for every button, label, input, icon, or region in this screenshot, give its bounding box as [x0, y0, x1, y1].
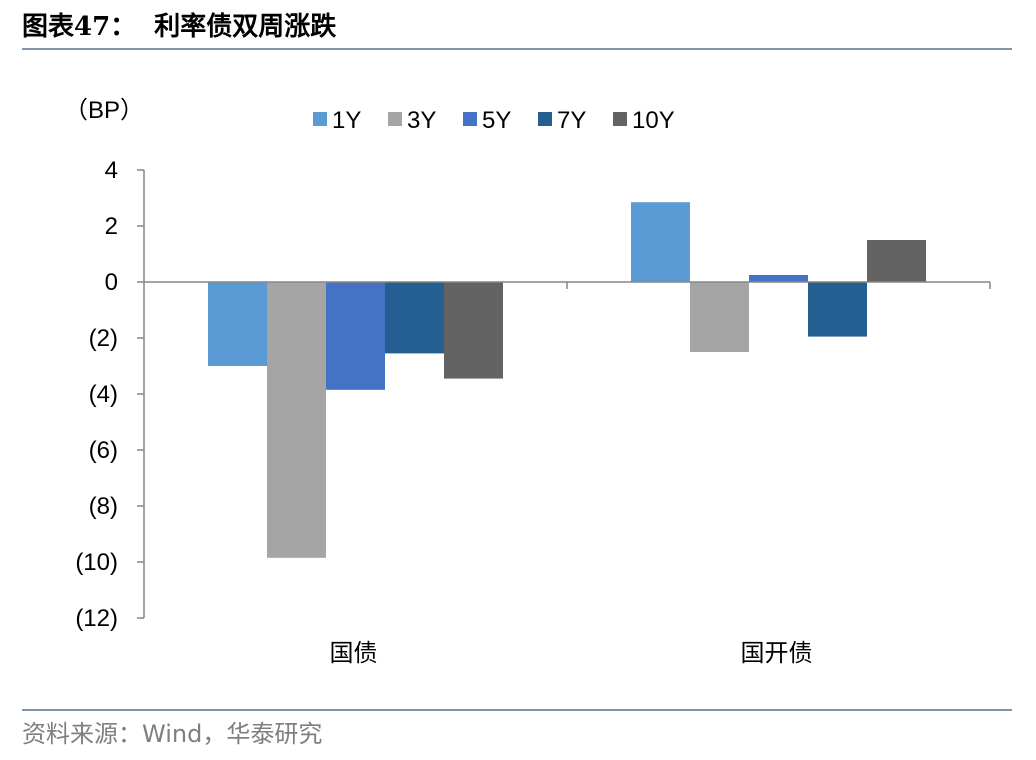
y-tick-label: (2)	[89, 325, 118, 352]
figure-number: 图表47：	[22, 12, 137, 42]
legend-label-3y: 3Y	[407, 107, 436, 134]
legend-label-10y: 10Y	[632, 107, 675, 134]
x-category-label: 国开债	[741, 640, 813, 667]
y-tick-label: 2	[105, 213, 118, 240]
y-tick-label: (6)	[89, 437, 118, 464]
legend-label-1y: 1Y	[332, 107, 361, 134]
y-tick-label: (4)	[89, 381, 118, 408]
y-unit-label: （BP）	[64, 97, 144, 124]
footer-rule	[22, 709, 1012, 711]
y-tick-label: (8)	[89, 493, 118, 520]
bar-10y-guokaizhai	[867, 240, 926, 282]
bar-10y-guozhai	[444, 282, 503, 379]
legend-swatch-7y	[538, 112, 552, 126]
y-ticks-group: 4 2 0 (2) (4) (6) (8) (10) (12)	[75, 157, 144, 632]
bar-7y-guokaizhai	[808, 282, 867, 337]
legend-swatch-1y	[313, 112, 327, 126]
bars-group	[208, 202, 926, 558]
legend: 1Y 3Y 5Y 7Y 10Y	[313, 107, 675, 134]
x-labels-group: 国债 国开债	[330, 640, 813, 667]
bar-1y-guokaizhai	[631, 202, 690, 282]
y-tick-label: (10)	[75, 549, 118, 576]
bar-5y-guozhai	[326, 282, 385, 390]
figure-title: 图表47： 利率债双周涨跌	[22, 10, 336, 44]
legend-label-5y: 5Y	[482, 107, 511, 134]
source-note: 资料来源：Wind，华泰研究	[22, 720, 323, 748]
legend-swatch-10y	[613, 112, 627, 126]
x-category-label: 国债	[330, 640, 378, 667]
figure-title-text: 利率债双周涨跌	[154, 12, 337, 42]
bar-3y-guozhai	[267, 282, 326, 558]
legend-label-7y: 7Y	[557, 107, 586, 134]
y-tick-label: (12)	[75, 605, 118, 632]
legend-swatch-5y	[463, 112, 477, 126]
y-tick-label: 0	[105, 269, 118, 296]
bar-5y-guokaizhai	[749, 275, 808, 282]
legend-swatch-3y	[388, 112, 402, 126]
y-tick-label: 4	[105, 157, 118, 184]
bar-3y-guokaizhai	[690, 282, 749, 352]
bar-chart: （BP） 1Y 3Y 5Y 7Y 10Y 4 2 0 (2) (4) (6) (8) (10) (12)…	[64, 97, 991, 667]
header-rule	[22, 48, 1012, 50]
bar-7y-guozhai	[385, 282, 444, 354]
bar-1y-guozhai	[208, 282, 267, 366]
